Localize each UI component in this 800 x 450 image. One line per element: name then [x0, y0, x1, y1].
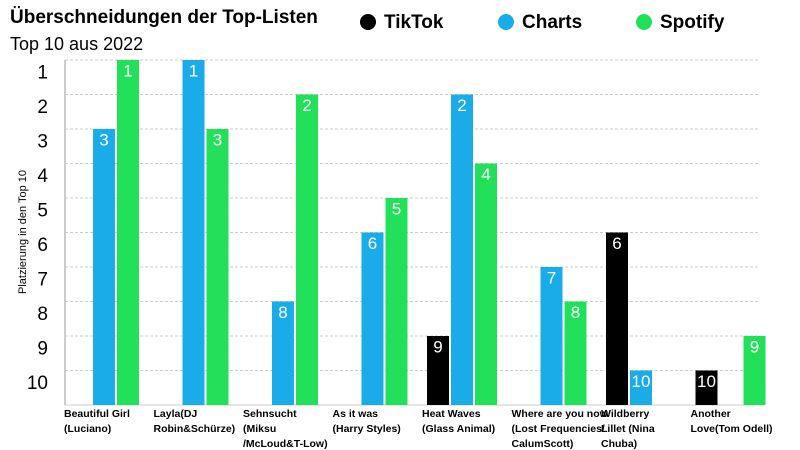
legend-marker [636, 14, 652, 30]
data-label: 8 [278, 303, 287, 322]
data-label: 3 [213, 130, 222, 149]
x-tick-label: Beautiful Girl (Luciano) [64, 408, 130, 435]
legend-marker [498, 14, 514, 30]
y-tick-label: 10 [27, 373, 48, 394]
bar [743, 336, 766, 405]
y-tick-label: 9 [37, 338, 48, 359]
chart-title: Überschneidungen der Top-Listen [10, 7, 318, 28]
bar [630, 370, 652, 405]
chart-subtitle: Top 10 aus 2022 [10, 34, 143, 54]
x-tick-label: Heat Waves (Glass Animal) [422, 408, 495, 435]
y-tick-label: 2 [37, 97, 48, 118]
data-label: 9 [433, 337, 442, 356]
bar [182, 60, 205, 405]
legend-marker [360, 14, 376, 30]
bar [206, 129, 229, 405]
x-tick-label: As it was (Harry Styles) [333, 408, 401, 435]
bar [695, 370, 718, 405]
data-label: 4 [481, 165, 490, 184]
bar [427, 336, 449, 405]
data-label: 6 [612, 234, 621, 253]
y-axis-title: Platzierung in den Top 10 [17, 170, 29, 294]
legend-label: Charts [522, 12, 582, 33]
x-tick-label: Where are you now (Lost Frequencies/Calum… [512, 408, 609, 450]
y-tick-label: 1 [37, 62, 48, 83]
y-tick-label: 3 [37, 131, 48, 152]
bar [475, 163, 497, 405]
y-tick-label: 5 [37, 200, 48, 221]
x-tick-label: Sehnsucht (Miksu/McLoud&T-Low) [243, 408, 328, 450]
data-label: 7 [547, 268, 556, 287]
data-label: 1 [189, 61, 198, 80]
data-label: 1 [123, 61, 132, 80]
bar [564, 301, 587, 405]
bar [540, 267, 563, 405]
x-tick-label: Layla(DJ Robin&Schürze) [154, 408, 236, 435]
x-tick-label: Wildberry Lillet (Nina Chuba) [601, 408, 655, 450]
x-tick-label: Another Love(Tom Odell) [691, 408, 773, 435]
y-tick-label: 4 [37, 166, 48, 187]
data-label: 2 [302, 96, 311, 115]
legend-label: Spotify [660, 12, 725, 33]
data-label: 10 [697, 372, 716, 391]
bar [296, 94, 318, 405]
data-label: 3 [99, 130, 108, 149]
bar [272, 301, 294, 405]
data-label: 9 [750, 337, 759, 356]
data-label: 5 [392, 199, 401, 218]
y-tick-label: 7 [37, 269, 48, 290]
bar [361, 232, 384, 405]
y-tick-label: 8 [37, 304, 48, 325]
legend-label: TikTok [384, 12, 444, 33]
data-label: 2 [457, 96, 466, 115]
bar [385, 198, 408, 405]
bar [117, 60, 139, 405]
data-label: 10 [632, 372, 651, 391]
y-tick-label: 6 [37, 235, 48, 256]
data-label: 8 [571, 303, 580, 322]
bar [606, 232, 628, 405]
bar [451, 94, 473, 405]
bar [93, 129, 115, 405]
data-label: 6 [368, 234, 377, 253]
